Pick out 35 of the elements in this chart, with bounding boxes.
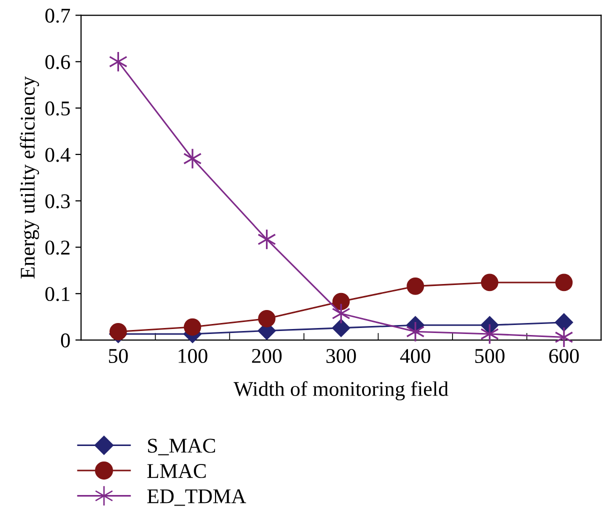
y-tick-label: 0.5	[45, 101, 70, 116]
point	[110, 322, 127, 340]
point	[480, 274, 498, 292]
y-tick-label: 0.4	[45, 148, 70, 162]
point	[554, 326, 574, 348]
x-tick-label: 400	[400, 348, 430, 364]
point	[406, 278, 424, 295]
point	[183, 148, 202, 170]
point	[406, 321, 425, 342]
point	[332, 303, 350, 324]
legend-label: S_MAC	[148, 438, 216, 456]
x-tick-label: 500	[475, 348, 504, 364]
legend-label: LMAC	[147, 464, 206, 478]
y-tick-label: 0.6	[45, 55, 70, 70]
y-tick-label: 0.7	[45, 8, 70, 23]
point	[258, 228, 276, 250]
y-tick-label: 0.1	[45, 286, 70, 302]
x-tick-label: 100	[178, 348, 208, 364]
x-axis-title: Width of monitoring field	[234, 381, 448, 400]
point	[332, 292, 350, 310]
point	[332, 318, 350, 338]
x-tick-label: 200	[252, 348, 282, 364]
x-tick-label: 50	[108, 348, 128, 364]
point	[554, 313, 574, 332]
y-tick-label: 0.3	[45, 194, 70, 208]
point	[555, 274, 573, 292]
x-tick-label: 300	[326, 348, 356, 364]
point	[480, 316, 499, 334]
point	[184, 318, 202, 336]
y-tick-label: 0.2	[45, 240, 70, 255]
point	[258, 310, 276, 328]
legend-label: ED_TDMA	[147, 489, 246, 506]
x-tick-label: 600	[549, 348, 579, 364]
y-tick-label: 0	[61, 333, 70, 348]
y-axis-title: Energy utility efficiency	[20, 76, 40, 278]
